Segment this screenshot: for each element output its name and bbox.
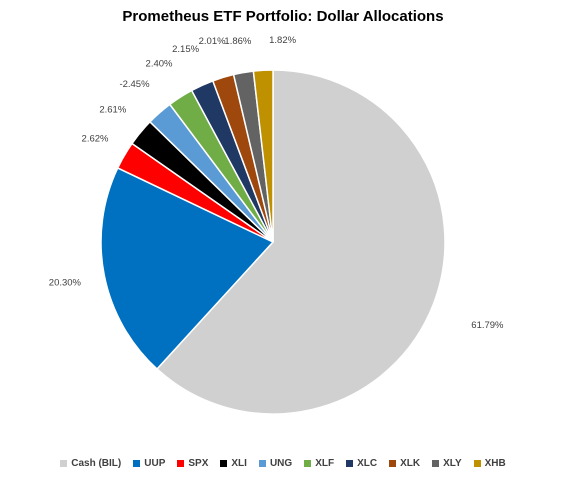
data-label: -2.45% bbox=[119, 79, 150, 90]
legend-swatch bbox=[60, 460, 68, 467]
legend-swatch bbox=[258, 460, 266, 467]
pie-slice-xhb bbox=[252, 69, 274, 243]
data-label: 61.79% bbox=[471, 320, 504, 331]
data-label: 2.01% bbox=[199, 36, 226, 47]
legend-label: UUP bbox=[144, 458, 166, 469]
legend-item: XLI bbox=[220, 458, 247, 469]
legend-label: XLF bbox=[315, 458, 335, 469]
legend-item: UNG bbox=[258, 458, 293, 469]
chart-legend: Cash (BIL) UUP SPX XLI UNG XLF XLC XLK XLY XHB bbox=[0, 458, 566, 469]
legend-item: XLF bbox=[304, 458, 334, 469]
legend-swatch bbox=[220, 460, 228, 467]
pie-slice-cash-bil bbox=[155, 69, 446, 415]
legend-swatch bbox=[346, 460, 354, 467]
legend-label: Cash (BIL) bbox=[71, 458, 122, 469]
data-label: 2.62% bbox=[82, 133, 109, 144]
legend-item: XLC bbox=[346, 458, 377, 469]
legend-label: XLK bbox=[400, 458, 421, 469]
legend-item: XHB bbox=[473, 458, 506, 469]
legend-label: XLC bbox=[357, 458, 378, 469]
chart-title: Prometheus ETF Portfolio: Dollar Allocat… bbox=[122, 8, 444, 25]
legend-label: XLY bbox=[443, 458, 462, 469]
data-label: 1.82% bbox=[269, 35, 296, 46]
data-label: 20.30% bbox=[49, 278, 82, 289]
legend-label: XLI bbox=[231, 458, 247, 469]
legend-item: SPX bbox=[177, 458, 208, 469]
legend-swatch bbox=[304, 460, 312, 467]
legend-swatch bbox=[432, 460, 440, 467]
data-label: 1.86% bbox=[224, 36, 251, 47]
legend-label: SPX bbox=[188, 458, 209, 469]
legend-swatch bbox=[133, 460, 141, 467]
legend-swatch bbox=[473, 460, 481, 467]
legend-label: XHB bbox=[484, 458, 506, 469]
pie-slice-uup bbox=[100, 166, 275, 371]
legend-swatch bbox=[389, 460, 397, 467]
data-label: 2.40% bbox=[146, 58, 173, 69]
legend-item: UUP bbox=[133, 458, 165, 469]
pie-plot-area: 61.79% 20.30% 2.62% 2.61% -2.45% 2.40% 2.15%2.… bbox=[49, 35, 504, 415]
data-label: 2.61% bbox=[99, 104, 126, 115]
data-label: 2.15% bbox=[172, 44, 199, 55]
legend-item: XLY bbox=[432, 458, 462, 469]
legend-item: XLK bbox=[389, 458, 420, 469]
legend-label: UNG bbox=[269, 458, 293, 469]
legend-item: Cash (BIL) bbox=[60, 458, 121, 469]
legend-swatch bbox=[177, 460, 185, 467]
